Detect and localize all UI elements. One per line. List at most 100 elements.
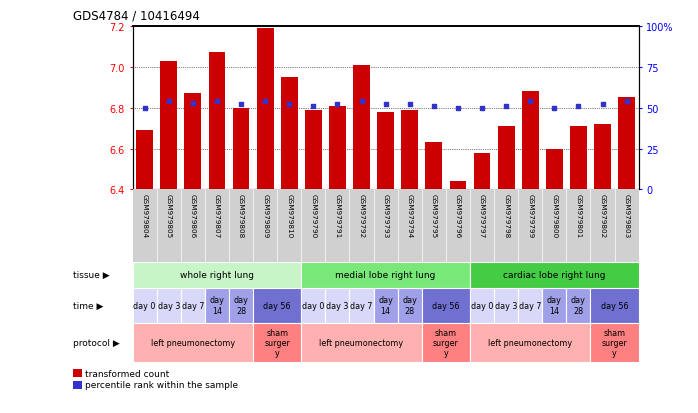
Text: day 0: day 0: [471, 301, 493, 310]
Bar: [229, 288, 253, 323]
Text: cardiac lobe right lung: cardiac lobe right lung: [503, 271, 606, 280]
Text: protocol ▶: protocol ▶: [73, 338, 120, 347]
Text: GSM979807: GSM979807: [214, 194, 220, 238]
Text: day
14: day 14: [209, 296, 224, 315]
Bar: [570, 127, 587, 190]
Bar: [325, 288, 350, 323]
Bar: [302, 262, 470, 288]
Point: [260, 99, 271, 105]
Text: day 0: day 0: [302, 301, 325, 310]
Text: day 56: day 56: [263, 301, 291, 310]
Text: GSM979805: GSM979805: [165, 194, 172, 238]
Text: GSM979792: GSM979792: [359, 194, 364, 238]
Bar: [498, 127, 514, 190]
Text: medial lobe right lung: medial lobe right lung: [336, 271, 436, 280]
Text: GSM979810: GSM979810: [286, 194, 292, 238]
Text: percentile rank within the sample: percentile rank within the sample: [85, 380, 238, 389]
Bar: [474, 153, 491, 190]
Text: tissue ▶: tissue ▶: [73, 271, 110, 280]
Text: whole right lung: whole right lung: [180, 271, 254, 280]
Point: [356, 99, 367, 105]
Text: day
28: day 28: [402, 296, 417, 315]
Bar: [450, 182, 466, 190]
Point: [163, 99, 174, 105]
Point: [283, 102, 295, 109]
Text: day 7: day 7: [181, 301, 204, 310]
Point: [549, 105, 560, 112]
Bar: [470, 262, 639, 288]
Bar: [522, 92, 539, 190]
Text: day
14: day 14: [547, 296, 562, 315]
Point: [525, 99, 536, 105]
Bar: [253, 288, 302, 323]
Bar: [591, 323, 639, 362]
Text: left pneumonectomy: left pneumonectomy: [151, 338, 235, 347]
Bar: [422, 288, 470, 323]
Bar: [422, 323, 470, 362]
Text: GSM979806: GSM979806: [190, 194, 196, 238]
Text: GSM979809: GSM979809: [262, 194, 268, 238]
Text: day 0: day 0: [133, 301, 156, 310]
Bar: [305, 110, 322, 190]
Bar: [184, 94, 201, 190]
Point: [404, 102, 415, 109]
Text: GSM979800: GSM979800: [551, 194, 557, 238]
Bar: [133, 323, 253, 362]
Point: [187, 100, 198, 107]
Text: GSM979794: GSM979794: [407, 194, 413, 238]
Text: sham
surger
y: sham surger y: [265, 328, 290, 357]
Bar: [546, 149, 563, 190]
Bar: [157, 288, 181, 323]
Text: transformed count: transformed count: [85, 369, 170, 378]
Text: GSM979799: GSM979799: [527, 194, 533, 238]
Point: [452, 105, 463, 112]
Text: GSM979801: GSM979801: [575, 194, 581, 238]
Point: [621, 99, 632, 105]
Point: [235, 102, 246, 109]
Text: day 56: day 56: [601, 301, 628, 310]
Bar: [133, 288, 157, 323]
Bar: [133, 262, 302, 288]
Text: day
28: day 28: [571, 296, 586, 315]
Bar: [253, 323, 302, 362]
Bar: [302, 288, 325, 323]
Text: time ▶: time ▶: [73, 301, 104, 310]
Text: sham
surger
y: sham surger y: [433, 328, 459, 357]
Bar: [401, 110, 418, 190]
Bar: [591, 288, 639, 323]
Text: GDS4784 / 10416494: GDS4784 / 10416494: [73, 10, 200, 23]
Bar: [566, 288, 591, 323]
Bar: [257, 29, 274, 190]
Text: day
14: day 14: [378, 296, 393, 315]
Bar: [618, 98, 635, 190]
Bar: [398, 288, 422, 323]
Text: GSM979793: GSM979793: [383, 194, 389, 238]
Point: [597, 102, 608, 109]
Text: left pneumonectomy: left pneumonectomy: [320, 338, 403, 347]
Bar: [209, 53, 225, 190]
Bar: [281, 78, 297, 190]
Bar: [353, 66, 370, 190]
Text: GSM979795: GSM979795: [431, 194, 437, 238]
Point: [211, 99, 223, 105]
Text: GSM979802: GSM979802: [600, 194, 606, 238]
Text: day 56: day 56: [432, 301, 460, 310]
Text: GSM979804: GSM979804: [142, 194, 148, 238]
Bar: [377, 112, 394, 190]
Point: [380, 102, 391, 109]
Bar: [470, 323, 591, 362]
Point: [477, 105, 488, 112]
Bar: [136, 131, 153, 190]
Text: left pneumonectomy: left pneumonectomy: [488, 338, 572, 347]
Bar: [350, 288, 373, 323]
Bar: [302, 323, 422, 362]
Text: sham
surger
y: sham surger y: [602, 328, 628, 357]
Point: [429, 104, 440, 110]
Point: [332, 102, 343, 109]
Bar: [542, 288, 566, 323]
Text: GSM979803: GSM979803: [623, 194, 630, 238]
Bar: [373, 288, 398, 323]
Text: GSM979796: GSM979796: [455, 194, 461, 238]
Bar: [205, 288, 229, 323]
Text: day 3: day 3: [326, 301, 348, 310]
